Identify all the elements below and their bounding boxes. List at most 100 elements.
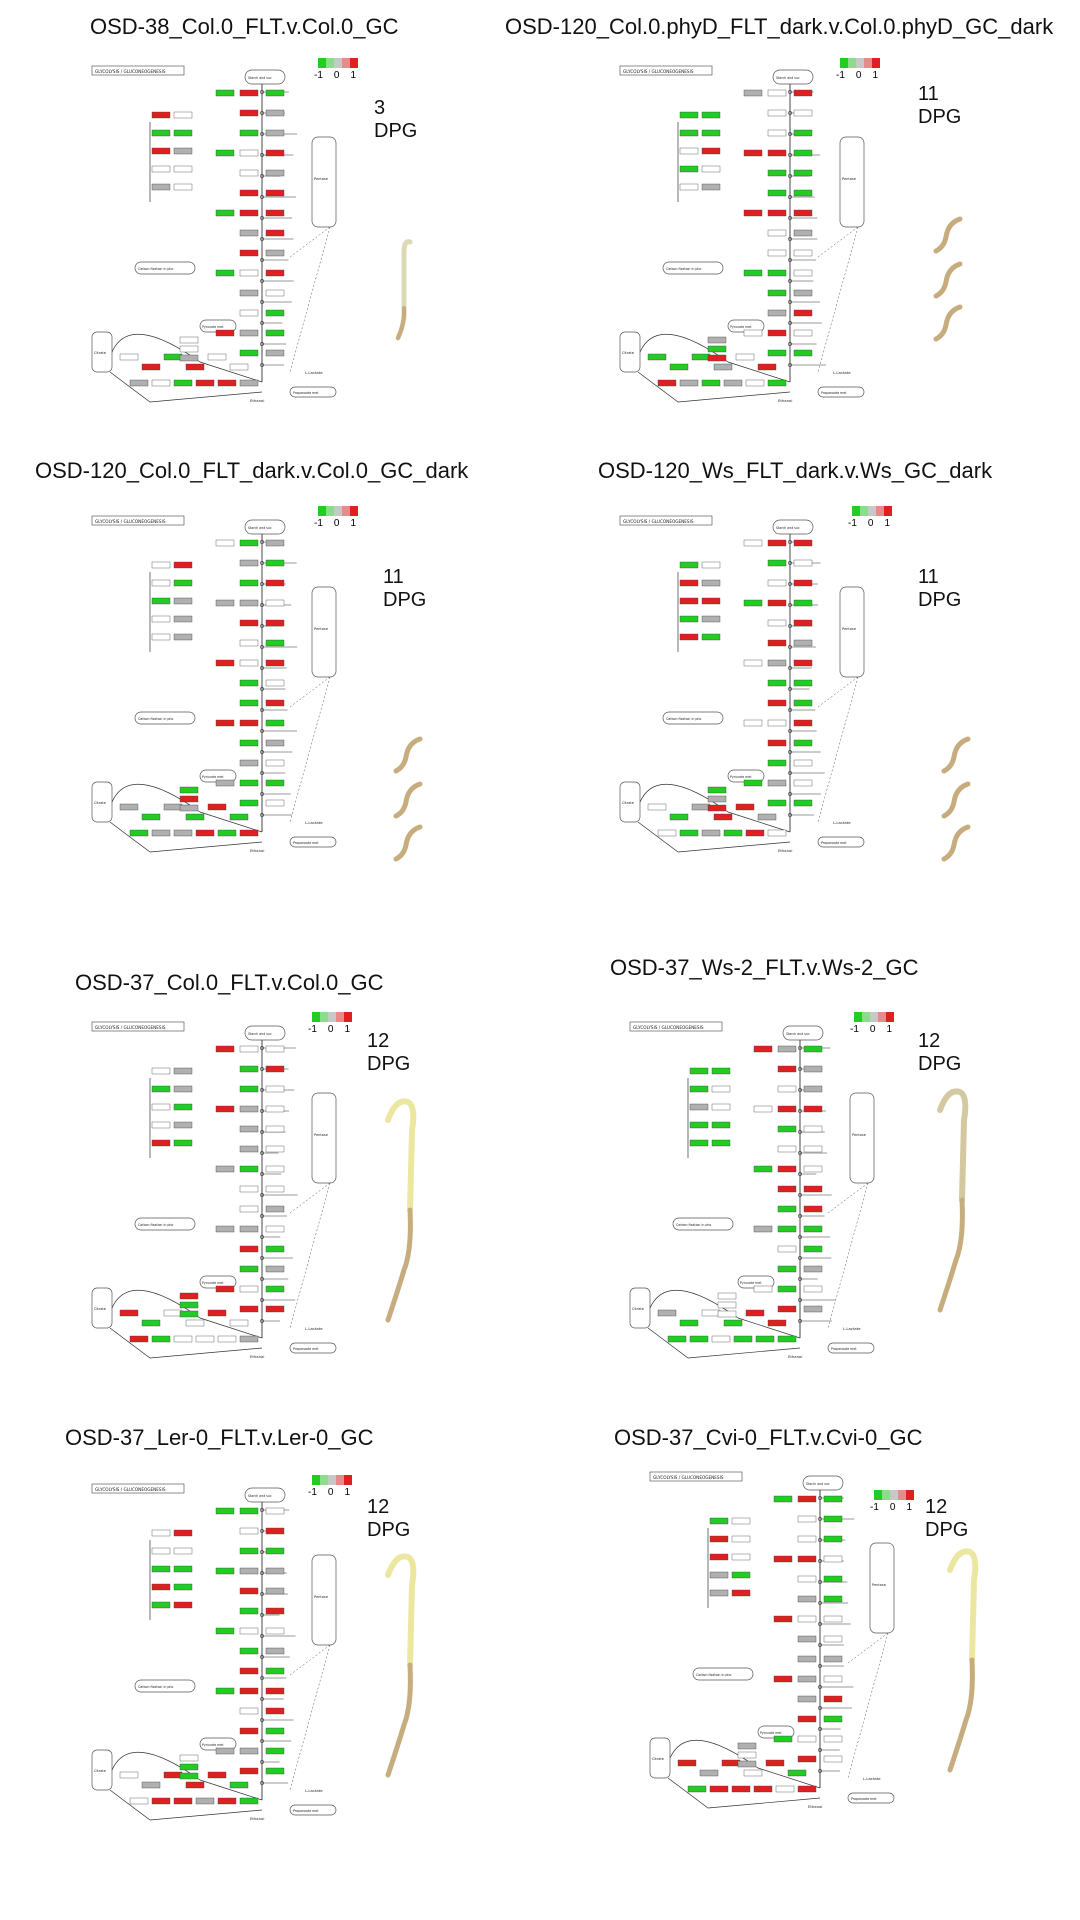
seedling-image — [378, 1090, 428, 1335]
svg-text:Starch and suc: Starch and suc — [776, 76, 800, 80]
svg-text:Propanoate met: Propanoate met — [293, 1347, 319, 1351]
dpg-label: 3 DPG — [374, 97, 418, 142]
svg-text:Pyruvate met: Pyruvate met — [202, 325, 224, 329]
svg-text:Ethanol: Ethanol — [808, 1804, 822, 1809]
seedling-image — [930, 215, 970, 350]
svg-text:Ethanol: Ethanol — [778, 848, 792, 853]
svg-text:Pyruvate met: Pyruvate met — [202, 775, 224, 779]
dpg-label: 11 DPG — [383, 566, 427, 611]
color-legend: -1 0 1 — [850, 1012, 930, 1048]
panel-title: OSD-37_Cvi-0_FLT.v.Cvi-0_GC — [614, 1425, 923, 1450]
panel-title: OSD-38_Col.0_FLT.v.Col.0_GC — [90, 14, 399, 39]
legend-gradient — [312, 1012, 352, 1022]
svg-text:Propanoate met: Propanoate met — [821, 391, 847, 395]
panel-title: OSD-37_Ws-2_FLT.v.Ws-2_GC — [610, 955, 919, 980]
svg-text:Pentose: Pentose — [314, 1133, 328, 1137]
dpg-label: 11 DPG — [918, 566, 962, 611]
legend-gradient — [854, 1012, 894, 1022]
legend-gradient — [318, 506, 358, 516]
svg-text:Starch and suc: Starch and suc — [776, 526, 800, 530]
pathway-map: GLYCOLYSIS / GLUCONEOGENESIS Pentose Citra… — [628, 1018, 883, 1378]
svg-text:Pentose: Pentose — [842, 177, 856, 181]
seedling-image — [938, 735, 978, 870]
svg-text:Carbon fixation in pho: Carbon fixation in pho — [676, 1223, 711, 1227]
svg-text:GLYCOLYSIS / GLUCONEOGENESIS: GLYCOLYSIS / GLUCONEOGENESIS — [633, 1025, 704, 1030]
dpg-label: 12 DPG — [367, 1496, 411, 1541]
panel-title: OSD-120_Ws_FLT_dark.v.Ws_GC_dark — [598, 458, 993, 483]
pathway-map: GLYCOLYSIS / GLUCONEOGENESIS Pentose Citra… — [90, 1480, 345, 1840]
svg-text:Carbon fixation in pho: Carbon fixation in pho — [666, 717, 701, 721]
color-legend: -1 0 1 — [836, 58, 916, 94]
svg-text:Ethanol: Ethanol — [250, 1354, 264, 1359]
svg-text:Propanoate met: Propanoate met — [821, 841, 847, 845]
svg-text:Pentose: Pentose — [314, 1595, 328, 1599]
svg-text:Propanoate met: Propanoate met — [293, 841, 319, 845]
svg-text:Carbon fixation in pho: Carbon fixation in pho — [138, 1685, 173, 1689]
svg-text:Citrate: Citrate — [94, 1769, 106, 1773]
dpg-label: 12 DPG — [918, 1030, 962, 1075]
color-legend: -1 0 1 — [314, 58, 394, 94]
svg-text:L-Lactate: L-Lactate — [843, 1326, 861, 1331]
svg-text:Carbon fixation in pho: Carbon fixation in pho — [138, 267, 173, 271]
seedling-image — [930, 1080, 980, 1325]
panel-title: OSD-120_Col.0.phyD_FLT_dark.v.Col.0.phyD… — [505, 14, 1054, 39]
svg-text:Starch and suc: Starch and suc — [248, 526, 272, 530]
svg-text:Pyruvate met: Pyruvate met — [730, 325, 752, 329]
svg-text:GLYCOLYSIS / GLUCONEOGENESIS: GLYCOLYSIS / GLUCONEOGENESIS — [95, 69, 166, 74]
svg-text:Pyruvate met: Pyruvate met — [760, 1731, 782, 1735]
svg-text:GLYCOLYSIS / GLUCONEOGENESIS: GLYCOLYSIS / GLUCONEOGENESIS — [623, 69, 694, 74]
svg-text:Citrate: Citrate — [622, 801, 634, 805]
svg-text:Carbon fixation in pho: Carbon fixation in pho — [696, 1673, 731, 1677]
svg-text:Propanoate met: Propanoate met — [293, 1809, 319, 1813]
svg-text:Propanoate met: Propanoate met — [293, 391, 319, 395]
seedling-image — [940, 1540, 990, 1785]
svg-text:Pyruvate met: Pyruvate met — [202, 1281, 224, 1285]
svg-text:Pyruvate met: Pyruvate met — [740, 1281, 762, 1285]
color-legend: -1 0 1 — [308, 1012, 388, 1048]
legend-gradient — [318, 58, 358, 68]
svg-text:GLYCOLYSIS / GLUCONEOGENESIS: GLYCOLYSIS / GLUCONEOGENESIS — [95, 1487, 166, 1492]
svg-text:Starch and suc: Starch and suc — [786, 1032, 810, 1036]
svg-text:Pentose: Pentose — [314, 627, 328, 631]
svg-text:Starch and suc: Starch and suc — [806, 1482, 830, 1486]
svg-text:Carbon fixation in pho: Carbon fixation in pho — [138, 717, 173, 721]
pathway-map: GLYCOLYSIS / GLUCONEOGENESIS Pentose Citra… — [618, 512, 873, 872]
color-legend: -1 0 1 — [308, 1475, 388, 1511]
svg-text:Citrate: Citrate — [622, 351, 634, 355]
pathway-map: GLYCOLYSIS / GLUCONEOGENESIS Pentose Citra… — [618, 62, 873, 422]
svg-text:Pyruvate met: Pyruvate met — [202, 1743, 224, 1747]
svg-text:Ethanol: Ethanol — [250, 848, 264, 853]
svg-text:GLYCOLYSIS / GLUCONEOGENESIS: GLYCOLYSIS / GLUCONEOGENESIS — [623, 519, 694, 524]
svg-text:Citrate: Citrate — [94, 801, 106, 805]
svg-text:Ethanol: Ethanol — [250, 1816, 264, 1821]
svg-text:Pentose: Pentose — [842, 627, 856, 631]
seedling-image — [390, 238, 420, 353]
svg-text:Propanoate met: Propanoate met — [851, 1797, 877, 1801]
dpg-label: 11 DPG — [918, 83, 962, 128]
svg-text:Ethanol: Ethanol — [788, 1354, 802, 1359]
color-legend: -1 0 1 — [848, 506, 928, 542]
svg-text:L-Lactate: L-Lactate — [305, 1326, 323, 1331]
panel-title: OSD-37_Col.0_FLT.v.Col.0_GC — [75, 970, 384, 995]
svg-text:L-Lactate: L-Lactate — [305, 370, 323, 375]
seedling-image — [378, 1545, 428, 1790]
svg-text:GLYCOLYSIS / GLUCONEOGENESIS: GLYCOLYSIS / GLUCONEOGENESIS — [653, 1475, 724, 1480]
pathway-map: GLYCOLYSIS / GLUCONEOGENESIS Pentose Citra… — [648, 1468, 903, 1828]
svg-text:GLYCOLYSIS / GLUCONEOGENESIS: GLYCOLYSIS / GLUCONEOGENESIS — [95, 519, 166, 524]
svg-text:Starch and suc: Starch and suc — [248, 76, 272, 80]
svg-text:Ethanol: Ethanol — [250, 398, 264, 403]
svg-text:L-Lactate: L-Lactate — [305, 1788, 323, 1793]
svg-text:Pyruvate met: Pyruvate met — [730, 775, 752, 779]
pathway-map: GLYCOLYSIS / GLUCONEOGENESIS Pentose Citra… — [90, 512, 345, 872]
svg-text:Carbon fixation in pho: Carbon fixation in pho — [666, 267, 701, 271]
legend-gradient — [852, 506, 892, 516]
svg-text:L-Lactate: L-Lactate — [863, 1776, 881, 1781]
panel-title: OSD-120_Col.0_FLT_dark.v.Col.0_GC_dark — [35, 458, 469, 483]
svg-text:Citrate: Citrate — [652, 1757, 664, 1761]
svg-text:Pentose: Pentose — [872, 1583, 886, 1587]
svg-text:Carbon fixation in pho: Carbon fixation in pho — [138, 1223, 173, 1227]
svg-text:Citrate: Citrate — [94, 1307, 106, 1311]
color-legend: -1 0 1 — [870, 1490, 950, 1526]
panel-title: OSD-37_Ler-0_FLT.v.Ler-0_GC — [65, 1425, 374, 1450]
svg-text:Starch and suc: Starch and suc — [248, 1032, 272, 1036]
